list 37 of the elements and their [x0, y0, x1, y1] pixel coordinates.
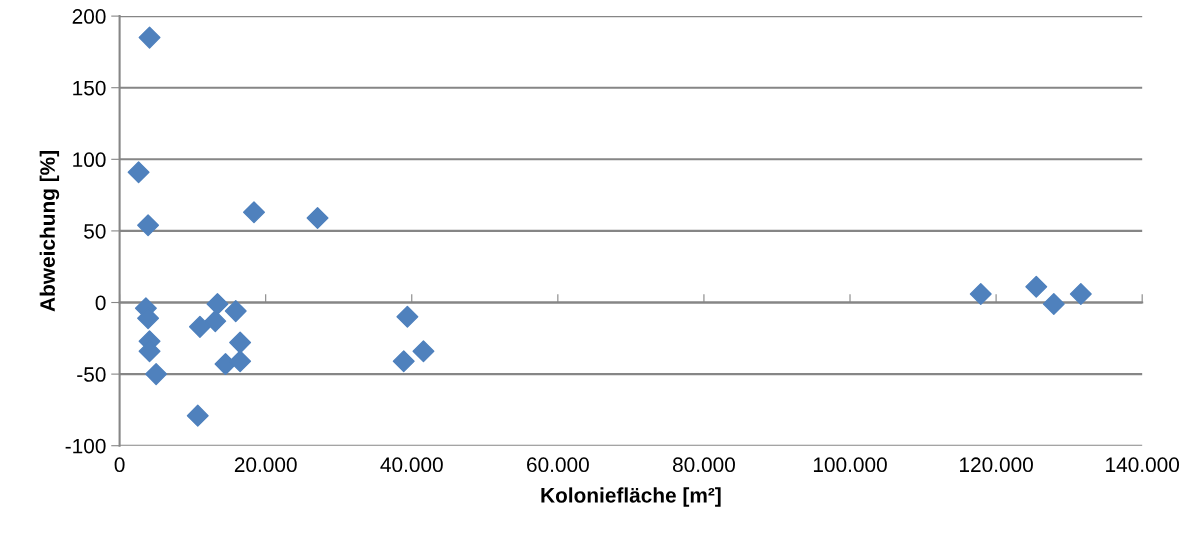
- point: [127, 161, 150, 184]
- y-tick-label: 0: [95, 295, 106, 311]
- x-tick-label: 120.000: [960, 457, 1033, 473]
- point: [1042, 292, 1065, 315]
- point: [969, 282, 992, 305]
- point: [224, 300, 247, 323]
- y-tick-label: -100: [65, 438, 106, 454]
- point: [392, 350, 415, 373]
- point: [243, 201, 265, 224]
- x-tick-label: 60.000: [527, 457, 589, 473]
- point: [229, 350, 252, 373]
- y-tick-label: 100: [73, 152, 106, 168]
- y-axis-title: Abweichung [%]: [39, 151, 60, 312]
- point: [188, 315, 211, 338]
- point: [204, 310, 227, 333]
- x-tick-label: 100.000: [813, 457, 887, 473]
- point: [138, 26, 161, 49]
- point: [412, 340, 435, 363]
- point: [396, 305, 419, 328]
- point: [186, 404, 209, 427]
- x-tick-label: 0: [114, 457, 125, 473]
- x-axis-title: Koloniefläche [m²]: [541, 487, 721, 507]
- point: [145, 363, 168, 386]
- point: [229, 331, 252, 354]
- point: [1025, 275, 1048, 298]
- point: [137, 214, 160, 237]
- x-tick-label: 140.000: [1106, 457, 1180, 473]
- y-tick-label: -50: [77, 367, 106, 382]
- x-tick-label: 20.000: [234, 457, 297, 473]
- y-tick-label: 150: [73, 80, 106, 96]
- point: [1069, 282, 1092, 305]
- x-tick-label: 40.000: [380, 457, 443, 473]
- point: [206, 292, 229, 315]
- y-tick-label: 50: [84, 223, 106, 239]
- y-tick-label: 200: [72, 9, 106, 24]
- point: [306, 207, 329, 230]
- x-tick-label: 80.000: [672, 457, 735, 473]
